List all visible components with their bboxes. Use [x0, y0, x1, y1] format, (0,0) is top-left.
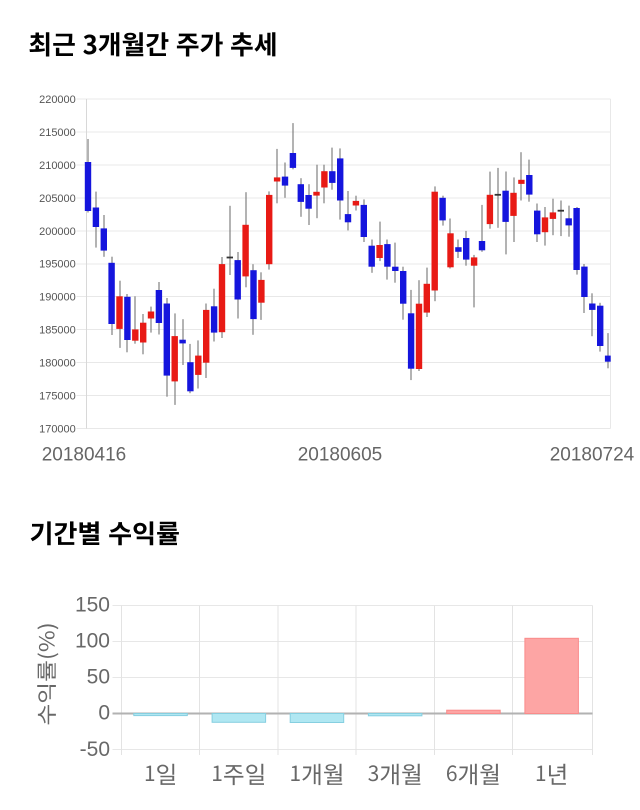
- svg-text:-50: -50: [80, 738, 110, 761]
- svg-text:50: 50: [87, 666, 110, 689]
- svg-text:215000: 215000: [39, 127, 76, 139]
- svg-text:195000: 195000: [39, 259, 76, 271]
- svg-text:150: 150: [75, 594, 110, 617]
- svg-text:100: 100: [75, 630, 110, 653]
- svg-text:175000: 175000: [39, 390, 76, 402]
- svg-text:190000: 190000: [39, 292, 76, 304]
- svg-text:20180416: 20180416: [42, 445, 127, 466]
- svg-text:170000: 170000: [39, 423, 76, 435]
- svg-text:220000: 220000: [39, 94, 76, 106]
- svg-text:20180724: 20180724: [550, 445, 635, 466]
- svg-text:180000: 180000: [39, 358, 76, 370]
- svg-text:210000: 210000: [39, 160, 76, 172]
- svg-text:185000: 185000: [39, 325, 76, 337]
- svg-text:200000: 200000: [39, 226, 76, 238]
- svg-text:0: 0: [98, 702, 110, 725]
- svg-text:205000: 205000: [39, 193, 76, 205]
- svg-text:20180605: 20180605: [298, 445, 383, 466]
